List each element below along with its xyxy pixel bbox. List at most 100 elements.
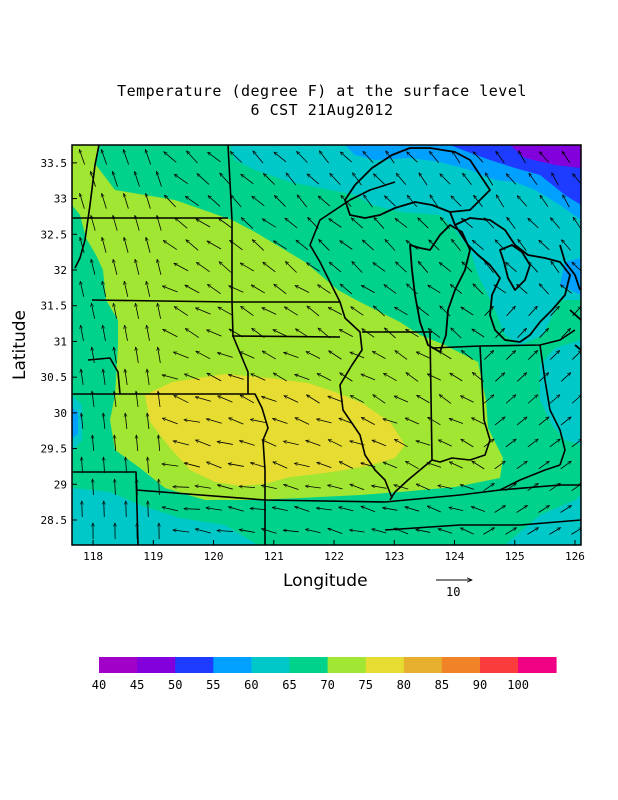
wind-vector — [173, 352, 189, 359]
wind-vector — [350, 395, 364, 403]
wind-vector — [229, 417, 244, 425]
wind-vector — [472, 329, 485, 338]
wind-vector — [273, 329, 288, 337]
wind-vector — [82, 501, 83, 518]
wind-vector — [407, 284, 418, 295]
wind-vector — [516, 373, 527, 382]
colorbar-swatch — [365, 657, 405, 673]
wind-vector — [484, 306, 494, 317]
temperature-region-60-southwest — [72, 488, 258, 545]
wind-vector — [156, 171, 162, 187]
wind-vector — [527, 483, 539, 491]
wind-vector — [196, 308, 211, 315]
wind-vector — [184, 420, 201, 423]
colorbar-swatch — [175, 657, 214, 673]
wind-vector — [174, 262, 189, 272]
wind-vector — [549, 439, 560, 448]
x-tick-label: 119 — [143, 550, 163, 563]
y-tick-label: 31.5 — [41, 300, 68, 313]
wind-vector — [528, 350, 537, 360]
y-tick-label: 31 — [54, 335, 67, 348]
wind-vector — [261, 485, 277, 489]
wind-vector — [550, 218, 560, 229]
wind-vector — [284, 395, 299, 403]
wind-vector — [102, 193, 107, 209]
wind-vector — [460, 527, 474, 535]
wind-vector — [528, 306, 538, 317]
wind-vector — [329, 262, 342, 273]
wind-vector — [162, 507, 179, 512]
wind-vector — [239, 530, 255, 533]
wind-vector — [295, 507, 310, 512]
wind-vector — [241, 218, 254, 229]
wind-vector — [549, 395, 560, 404]
wind-vector — [261, 397, 277, 402]
wind-vector — [416, 483, 431, 491]
wind-vector — [361, 284, 375, 294]
wind-vector — [538, 505, 550, 513]
wind-vector — [340, 152, 353, 163]
y-tick-label: 32.5 — [41, 228, 68, 241]
wind-vector — [286, 173, 297, 186]
wind-vector — [126, 501, 127, 518]
wind-vector — [373, 263, 386, 272]
wind-vector — [252, 240, 265, 251]
x-tick-label: 123 — [384, 550, 404, 563]
wind-vector — [158, 435, 159, 452]
wind-vector — [228, 507, 244, 512]
wind-vector — [361, 506, 376, 513]
wind-vector — [339, 461, 354, 469]
wind-vector — [507, 217, 516, 230]
wind-vector — [162, 286, 178, 293]
wind-vector — [101, 149, 108, 165]
wind-vector — [231, 195, 242, 208]
wind-vector — [308, 217, 319, 229]
wind-vector — [196, 262, 210, 272]
wind-vector — [284, 307, 298, 316]
wind-vector — [462, 173, 472, 186]
wind-vector — [92, 347, 95, 363]
wind-vector — [384, 328, 396, 339]
wind-vector — [550, 350, 559, 360]
wind-vector — [560, 417, 571, 426]
wind-vector — [350, 484, 365, 491]
wind-vector — [406, 329, 419, 338]
wind-vector — [103, 413, 105, 429]
x-tick-label: 125 — [505, 550, 525, 563]
wind-vector — [361, 463, 376, 468]
wind-vector — [146, 237, 151, 253]
temperature-region-60-southeast — [505, 495, 581, 545]
wind-vector — [162, 375, 179, 380]
wind-vector — [297, 151, 308, 163]
wind-vector — [318, 285, 331, 294]
wind-vector — [158, 391, 161, 407]
wind-vector — [125, 325, 128, 341]
wind-vector — [159, 479, 160, 496]
wind-vector — [285, 262, 297, 273]
wind-vector — [283, 530, 299, 532]
wind-vector — [352, 261, 363, 273]
wind-vector — [429, 151, 439, 164]
y-tick-label: 29.5 — [41, 443, 68, 456]
wind-vector — [384, 196, 396, 207]
wind-vector — [219, 218, 232, 229]
wind-vector — [240, 351, 255, 359]
wind-vector — [386, 151, 395, 164]
y-tick-label: 30 — [54, 407, 67, 420]
wind-vector — [157, 303, 162, 319]
wind-vector — [147, 413, 149, 429]
wind-vector — [186, 240, 199, 251]
wind-vector — [438, 485, 453, 489]
wind-vector — [184, 463, 200, 468]
wind-vector — [330, 173, 341, 185]
wind-vector — [405, 460, 419, 470]
wind-vector — [114, 435, 115, 452]
wind-vector — [329, 219, 342, 228]
colorbar-swatch — [441, 657, 481, 673]
wind-vector — [274, 195, 286, 207]
wind-vector — [561, 328, 570, 338]
wind-vector — [372, 486, 387, 489]
wind-vector — [452, 151, 461, 164]
wind-vector — [438, 529, 453, 534]
wind-vector — [494, 373, 505, 382]
